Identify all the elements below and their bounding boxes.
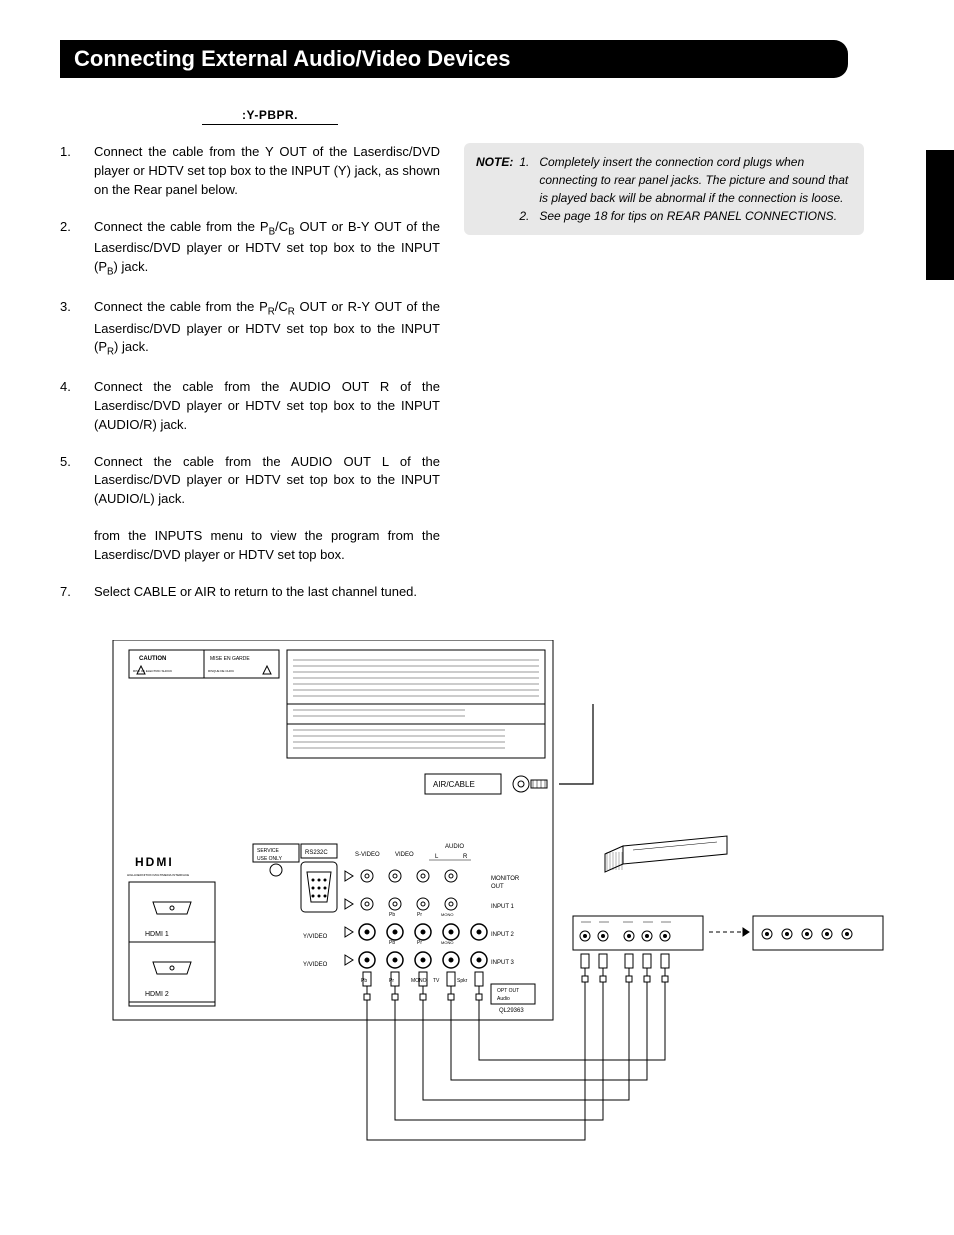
svg-text:RISK OF ELECTRIC SHOCK: RISK OF ELECTRIC SHOCK bbox=[133, 669, 172, 673]
svg-text:AIR/CABLE: AIR/CABLE bbox=[433, 780, 475, 789]
svg-text:Pb: Pb bbox=[389, 940, 395, 946]
svg-text:HDMI 1: HDMI 1 bbox=[145, 931, 169, 938]
instruction-column: 1.Connect the cable from the Y OUT of th… bbox=[60, 143, 440, 620]
svg-text:CAUTION: CAUTION bbox=[139, 656, 166, 662]
svg-text:OPT OUTAudio: OPT OUTAudio bbox=[497, 988, 519, 1002]
svg-text:INPUT 3: INPUT 3 bbox=[491, 960, 515, 966]
svg-text:Pb: Pb bbox=[361, 978, 367, 984]
svg-text:MONO: MONO bbox=[441, 912, 453, 917]
section-title: Connecting External Audio/Video Devices bbox=[60, 40, 848, 78]
svg-text:L: L bbox=[435, 854, 439, 860]
svg-text:R: R bbox=[463, 854, 468, 860]
svg-text:RS232C: RS232C bbox=[305, 850, 328, 856]
sub-header: :Y-PBPR. bbox=[100, 108, 440, 125]
svg-text:HDMI: HDMI bbox=[135, 855, 174, 869]
instruction-step: from the INPUTS menu to view the program… bbox=[60, 527, 440, 565]
svg-text:RISQUE DE CHOC: RISQUE DE CHOC bbox=[208, 669, 235, 673]
svg-text:Pr: Pr bbox=[417, 940, 422, 946]
note-item: 2.See page 18 for tips on REAR PANEL CON… bbox=[519, 207, 852, 225]
svg-text:Pb: Pb bbox=[389, 912, 395, 918]
svg-text:Y/VIDEO: Y/VIDEO bbox=[303, 962, 328, 968]
instruction-step: 5.Connect the cable from the AUDIO OUT L… bbox=[60, 453, 440, 510]
svg-text:INPUT 2: INPUT 2 bbox=[491, 932, 515, 938]
instruction-step: 3.Connect the cable from the PR/CR OUT o… bbox=[60, 298, 440, 360]
svg-text:TV: TV bbox=[433, 978, 440, 984]
note-box: NOTE: 1.Completely insert the connection… bbox=[464, 143, 864, 235]
connection-diagram: CAUTION MISE EN GARDE RISK OF ELECTRIC SHO… bbox=[73, 640, 893, 1160]
svg-text:Spkr: Spkr bbox=[457, 978, 468, 984]
svg-text:SERVICEUSE ONLY: SERVICEUSE ONLY bbox=[257, 848, 283, 862]
svg-text:HIGH-DEFINITION MULTIMEDIA INT: HIGH-DEFINITION MULTIMEDIA INTERFACE bbox=[127, 873, 189, 877]
instruction-step: 1.Connect the cable from the Y OUT of th… bbox=[60, 143, 440, 200]
svg-text:QL29363: QL29363 bbox=[499, 1008, 524, 1014]
note-label: NOTE: bbox=[476, 153, 513, 225]
instruction-step: 4.Connect the cable from the AUDIO OUT R… bbox=[60, 378, 440, 435]
svg-text:MISE EN GARDE: MISE EN GARDE bbox=[210, 656, 250, 662]
svg-text:S-VIDEO: S-VIDEO bbox=[355, 852, 380, 858]
instruction-step: 7.Select CABLE or AIR to return to the l… bbox=[60, 583, 440, 602]
side-tab bbox=[926, 150, 954, 280]
svg-text:Pr: Pr bbox=[389, 978, 394, 984]
svg-text:MONITOROUT: MONITOROUT bbox=[491, 876, 520, 890]
instruction-step: 2.Connect the cable from the PB/CB OUT o… bbox=[60, 218, 440, 280]
svg-text:HDMI 2: HDMI 2 bbox=[145, 991, 169, 998]
svg-text:MONO: MONO bbox=[441, 940, 453, 945]
instruction-list: 1.Connect the cable from the Y OUT of th… bbox=[60, 143, 440, 602]
svg-text:VIDEO: VIDEO bbox=[395, 852, 414, 858]
svg-text:Pr: Pr bbox=[417, 912, 422, 918]
note-item: 1.Completely insert the connection cord … bbox=[519, 153, 852, 207]
svg-text:AUDIO: AUDIO bbox=[445, 844, 464, 850]
svg-text:Y/VIDEO: Y/VIDEO bbox=[303, 934, 328, 940]
svg-text:INPUT 1: INPUT 1 bbox=[491, 904, 515, 910]
